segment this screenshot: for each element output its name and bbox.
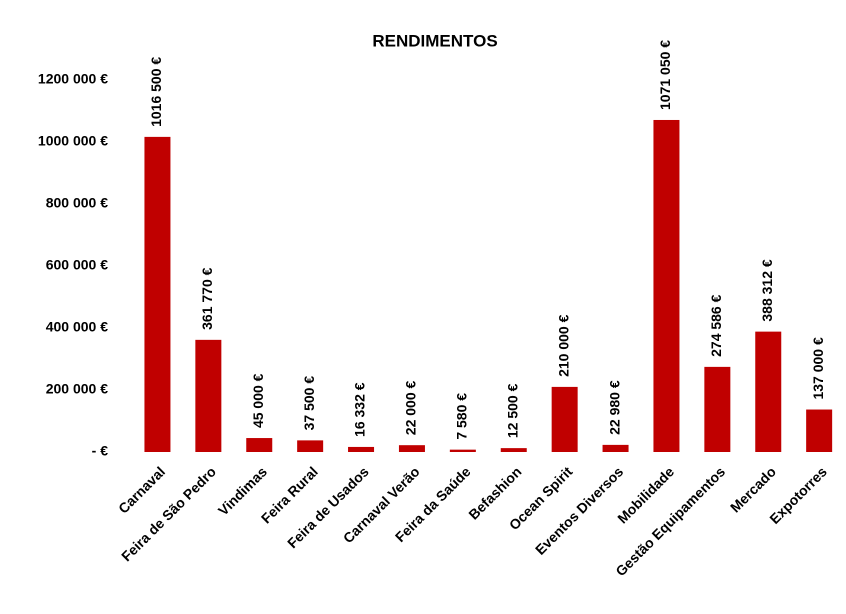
chart-title: RENDIMENTOS — [372, 31, 497, 50]
y-tick-label: - € — [92, 443, 109, 459]
y-tick-label: 600 000 € — [46, 257, 108, 273]
value-label: 37 500 € — [301, 376, 317, 431]
value-label: 45 000 € — [250, 373, 266, 428]
value-label: 16 332 € — [352, 382, 368, 437]
value-label: 274 586 € — [708, 294, 724, 356]
x-tick-label: Eventos Diversos — [532, 463, 627, 558]
bar — [297, 440, 324, 452]
bar — [704, 366, 731, 452]
value-label: 22 980 € — [606, 380, 622, 435]
x-tick-label: Carnaval — [115, 463, 168, 516]
bar — [806, 409, 833, 452]
y-tick-label: 1000 000 € — [38, 133, 108, 149]
bar — [551, 386, 578, 452]
bar — [144, 136, 171, 452]
value-label: 1071 050 € — [657, 40, 673, 110]
value-label: 137 000 € — [810, 337, 826, 399]
value-label: 361 770 € — [199, 267, 215, 329]
bar — [755, 331, 782, 452]
value-label: 7 580 € — [454, 393, 470, 440]
bar — [500, 448, 527, 452]
y-tick-label: 800 000 € — [46, 195, 108, 211]
y-tick-label: 400 000 € — [46, 319, 108, 335]
value-label: 22 000 € — [403, 380, 419, 435]
bar — [602, 444, 629, 452]
value-label: 210 000 € — [555, 314, 571, 376]
bar — [398, 445, 425, 452]
x-tick-label: Feira de São Pedro — [118, 463, 219, 564]
bar — [348, 446, 375, 452]
x-tick-label: Mercado — [727, 463, 779, 515]
value-label: 1016 500 € — [148, 57, 164, 127]
value-label: 12 500 € — [504, 383, 520, 438]
value-label: 388 312 € — [759, 259, 775, 321]
bar — [195, 339, 222, 452]
y-tick-label: 200 000 € — [46, 381, 108, 397]
bar — [246, 438, 273, 452]
bar — [449, 449, 476, 452]
bar — [653, 119, 680, 453]
y-tick-label: 1200 000 € — [38, 71, 108, 87]
